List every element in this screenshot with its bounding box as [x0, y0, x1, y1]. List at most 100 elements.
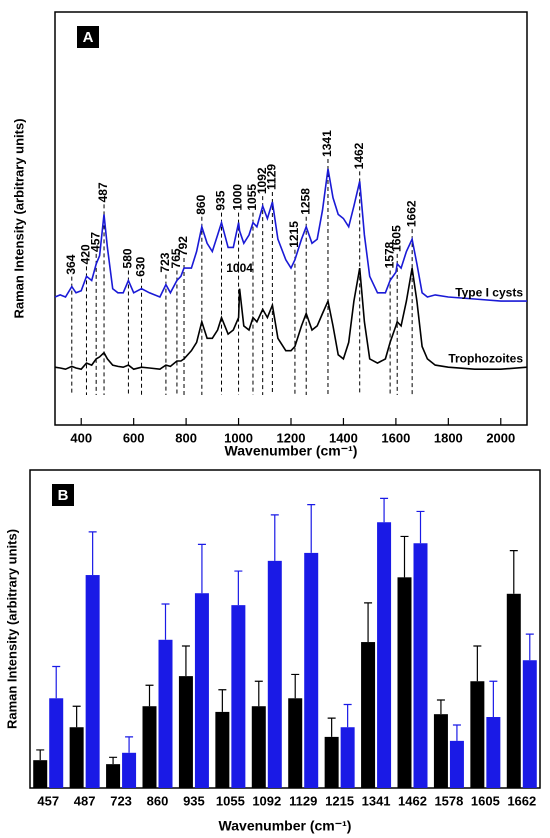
panel-badge [77, 26, 99, 48]
x-tick-label: 1129 [289, 793, 317, 808]
error-bar [197, 543, 206, 594]
x-axis-label: Wavenumber (cm⁻¹) [225, 443, 358, 459]
error-bar [125, 736, 134, 753]
x-tick-label: 1662 [507, 793, 536, 808]
x-tick-label: 1092 [252, 793, 281, 808]
error-bar [416, 510, 425, 544]
error-bar [436, 699, 445, 715]
error-bar [400, 535, 409, 578]
x-tick-label: 1055 [216, 793, 245, 808]
y-axis-label: Raman Intensity (arbitrary units) [4, 529, 19, 729]
bar [522, 660, 537, 788]
bar [106, 764, 121, 788]
x-tick-label: 800 [175, 430, 197, 445]
bar [267, 560, 282, 788]
series-label: Type I cysts [455, 285, 523, 299]
panel-label: A [83, 29, 94, 46]
peak-label: 420 [79, 244, 93, 264]
peak-label: 364 [64, 254, 78, 274]
peak-label: 1341 [320, 130, 334, 157]
bar [433, 714, 448, 788]
peak-label: 580 [121, 248, 135, 268]
bar [142, 706, 157, 788]
plot-frame [29, 469, 541, 789]
error-bar [307, 504, 316, 553]
error-bar [145, 684, 154, 707]
error-bar [291, 673, 300, 699]
bar [158, 639, 173, 788]
peak-label: 1092 [255, 167, 269, 194]
x-tick-label: 1605 [471, 793, 500, 808]
bar [470, 681, 485, 788]
bar [377, 522, 392, 788]
bar [506, 593, 521, 788]
x-tick-label: 1341 [362, 793, 391, 808]
error-bar [88, 531, 97, 576]
error-bar [270, 514, 279, 561]
error-bar [218, 689, 227, 712]
x-tick-label: 1215 [325, 793, 354, 808]
x-tick-label: 1400 [329, 430, 358, 445]
peak-label: 723 [158, 252, 172, 272]
peak-label: 1055 [245, 184, 259, 211]
bar [85, 575, 100, 788]
peak-label: 630 [134, 256, 148, 276]
bar [340, 727, 355, 788]
peak-label: 1662 [404, 200, 418, 227]
bar [178, 676, 193, 788]
x-tick-label: 1578 [434, 793, 463, 808]
bar [215, 711, 230, 788]
peak-label: 457 [88, 232, 102, 252]
bar [361, 642, 376, 788]
bar [413, 543, 428, 788]
y-axis-label: Raman Intensity (arbitrary units) [11, 118, 26, 318]
bar [231, 605, 246, 788]
x-tick-label: 1000 [224, 430, 253, 445]
error-bar [525, 633, 534, 661]
bar [288, 698, 303, 788]
x-tick-label: 1600 [381, 430, 410, 445]
spectrum-line [54, 267, 528, 371]
x-tick-label: 2000 [486, 430, 515, 445]
bar [33, 760, 48, 788]
peak-label: 487 [96, 182, 110, 202]
error-bar [509, 550, 518, 594]
bar [324, 736, 339, 788]
error-bar [473, 645, 482, 682]
error-bar [36, 749, 45, 761]
panel-badge [52, 484, 74, 506]
error-bar [109, 756, 118, 765]
error-bar [452, 724, 461, 741]
x-tick-label: 935 [183, 793, 205, 808]
peak-label: 1004 [226, 261, 253, 275]
panel-label: B [58, 487, 69, 504]
bar [397, 577, 412, 788]
bar [122, 752, 137, 788]
x-tick-label: 1462 [398, 793, 427, 808]
peak-label: 792 [176, 236, 190, 256]
x-tick-label: 457 [37, 793, 59, 808]
peak-label: 860 [194, 194, 208, 214]
peak-label: 935 [214, 190, 228, 210]
bar [486, 717, 501, 788]
x-tick-label: 600 [123, 430, 145, 445]
x-tick-label: 1200 [277, 430, 306, 445]
error-bar [364, 602, 373, 643]
error-bar [380, 497, 389, 523]
x-tick-label: 1800 [434, 430, 463, 445]
error-bar [327, 717, 336, 737]
bar [449, 740, 464, 788]
error-bar [52, 665, 61, 699]
error-bar [234, 570, 243, 606]
bar [304, 552, 319, 788]
error-bar [489, 680, 498, 718]
peak-label: 1215 [287, 221, 301, 248]
spectrum-line [54, 168, 527, 302]
x-tick-label: 723 [110, 793, 132, 808]
x-tick-label: 487 [74, 793, 96, 808]
series-label: Trophozoites [448, 351, 523, 365]
peak-label: 1605 [389, 225, 403, 252]
peak-label: 1258 [298, 188, 312, 215]
bar [69, 727, 84, 788]
